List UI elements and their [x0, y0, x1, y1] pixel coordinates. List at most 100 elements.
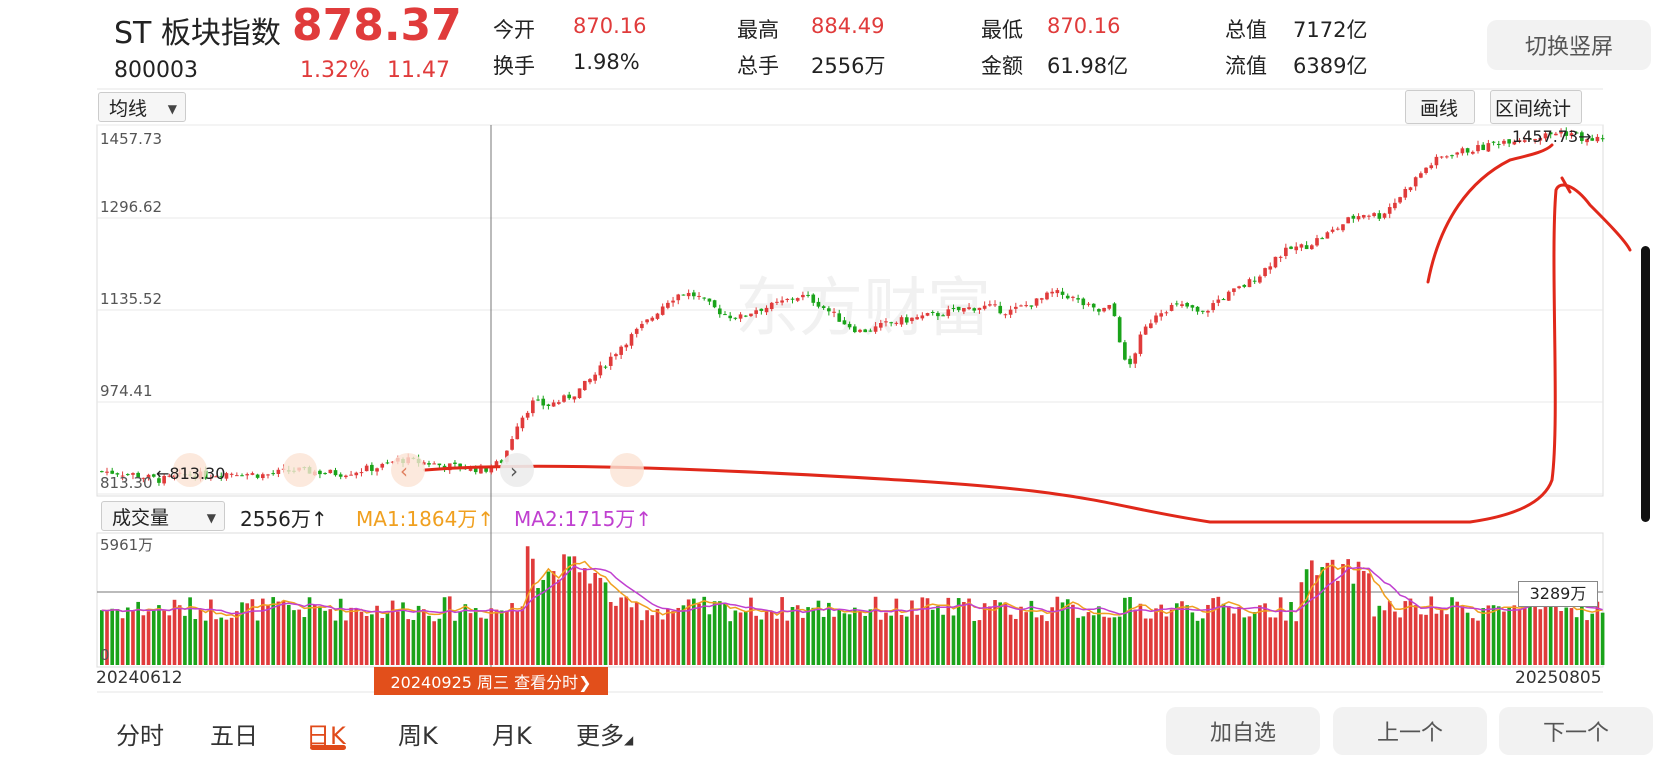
switch-portrait-button[interactable]: 切换竖屏: [1487, 20, 1651, 70]
volume-bar: [1211, 598, 1215, 665]
volume-bar: [1439, 608, 1444, 665]
candle-body: [1039, 298, 1044, 300]
candle-body: [328, 469, 333, 474]
add-watchlist-button[interactable]: 加自选: [1166, 707, 1320, 755]
volume-bar: [956, 598, 961, 665]
candle-body: [260, 474, 265, 479]
previous-button[interactable]: 上一个: [1333, 707, 1487, 755]
volume-bar: [821, 616, 826, 665]
volume-bar: [629, 607, 634, 665]
price-axis-label: 1296.62: [100, 198, 163, 216]
candle-body: [920, 315, 925, 319]
volume-bar: [214, 619, 218, 665]
ma2-value: MA2:1715万↑: [514, 507, 653, 531]
volume-bar: [349, 607, 353, 665]
tab-weekly-k[interactable]: 周K: [398, 722, 438, 750]
volume-bar: [1528, 603, 1532, 665]
candle-body: [162, 475, 166, 484]
candle-body: [1543, 133, 1548, 139]
volume-bar: [203, 620, 208, 665]
volume-bar: [136, 601, 140, 665]
chart-nav-circle: [500, 453, 534, 487]
volume-bar: [681, 605, 686, 665]
volume-bar: [359, 611, 364, 665]
candle-body: [1304, 245, 1309, 250]
candle-body: [1393, 202, 1397, 209]
volume-bar: [692, 598, 696, 665]
candle-body: [1595, 136, 1600, 142]
candle-body: [1387, 207, 1392, 214]
next-button[interactable]: 下一个: [1499, 707, 1653, 755]
volume-bar: [858, 611, 862, 665]
candle-body: [1232, 288, 1236, 292]
volume-bar: [453, 620, 457, 665]
volume-bar: [624, 596, 629, 665]
candle-body: [588, 379, 592, 383]
volume-bar: [775, 618, 779, 665]
volume-bar: [1024, 612, 1029, 665]
volume-bar: [1003, 602, 1008, 665]
candle-body: [536, 399, 540, 401]
volume-bar: [780, 597, 784, 665]
volume-panel-border: [96, 532, 1604, 668]
candle-body: [551, 402, 556, 407]
volume-bar: [1346, 559, 1350, 665]
candle-body: [520, 417, 525, 429]
volume-bar: [354, 608, 359, 665]
volume-bar: [1408, 598, 1413, 665]
scrollbar[interactable]: [1641, 246, 1650, 522]
volume-bar: [1216, 596, 1221, 665]
candle-body: [562, 395, 566, 402]
draw-line-button[interactable]: 画线: [1405, 90, 1475, 124]
stat-label: 最低: [981, 18, 1023, 42]
volume-bar: [505, 610, 509, 665]
candle-body: [832, 311, 836, 313]
candle-body: [115, 473, 120, 475]
volume-bar: [640, 620, 644, 665]
candle-body: [1512, 141, 1517, 145]
crosshair-date-button[interactable]: 20240925 周三 查看分时❯: [374, 667, 608, 695]
volume-bar: [1013, 618, 1018, 665]
volume-bar: [1123, 597, 1127, 665]
candle-body: [910, 317, 914, 322]
volume-bar: [370, 614, 374, 665]
candle-body: [1247, 279, 1252, 288]
tab-intraday[interactable]: 分时: [116, 722, 164, 750]
volume-bar: [1341, 564, 1345, 665]
volume-bar: [1185, 605, 1189, 665]
volume-bar: [863, 615, 868, 665]
candle-body: [1564, 131, 1569, 136]
volume-bar: [1278, 597, 1283, 665]
volume-bar: [1398, 617, 1402, 665]
tab-more[interactable]: 更多◢: [576, 716, 633, 751]
volume-bar: [1356, 561, 1361, 665]
candle-body: [1470, 151, 1475, 154]
volume-bar: [1206, 604, 1210, 665]
candle-body: [889, 322, 893, 324]
volume-bar: [1143, 618, 1148, 665]
volume-bar: [1060, 602, 1065, 665]
volume-bar: [1548, 596, 1553, 665]
volume-bar: [634, 602, 639, 665]
tab-monthly-k[interactable]: 月K: [492, 722, 532, 750]
candle-body: [754, 310, 758, 314]
volume-select[interactable]: 成交量 ▼: [101, 501, 225, 531]
ma-select[interactable]: 均线 ▼: [98, 92, 186, 122]
candle-body: [743, 315, 748, 317]
tab-five-day[interactable]: 五日: [210, 722, 258, 750]
range-stats-button[interactable]: 区间统计: [1490, 90, 1582, 124]
candle-body: [1081, 298, 1086, 306]
candle-body: [1330, 229, 1335, 232]
volume-bar: [1309, 560, 1314, 665]
price-axis-label: 1457.73: [100, 130, 163, 148]
candle-body: [479, 465, 483, 474]
candle-body: [1382, 213, 1387, 218]
volume-bar: [614, 605, 618, 665]
volume-bar: [458, 611, 462, 665]
volume-bar: [484, 618, 488, 665]
volume-bar: [286, 604, 291, 665]
volume-bar: [141, 615, 146, 665]
volume-bar: [437, 618, 442, 665]
volume-bar: [1569, 608, 1574, 665]
